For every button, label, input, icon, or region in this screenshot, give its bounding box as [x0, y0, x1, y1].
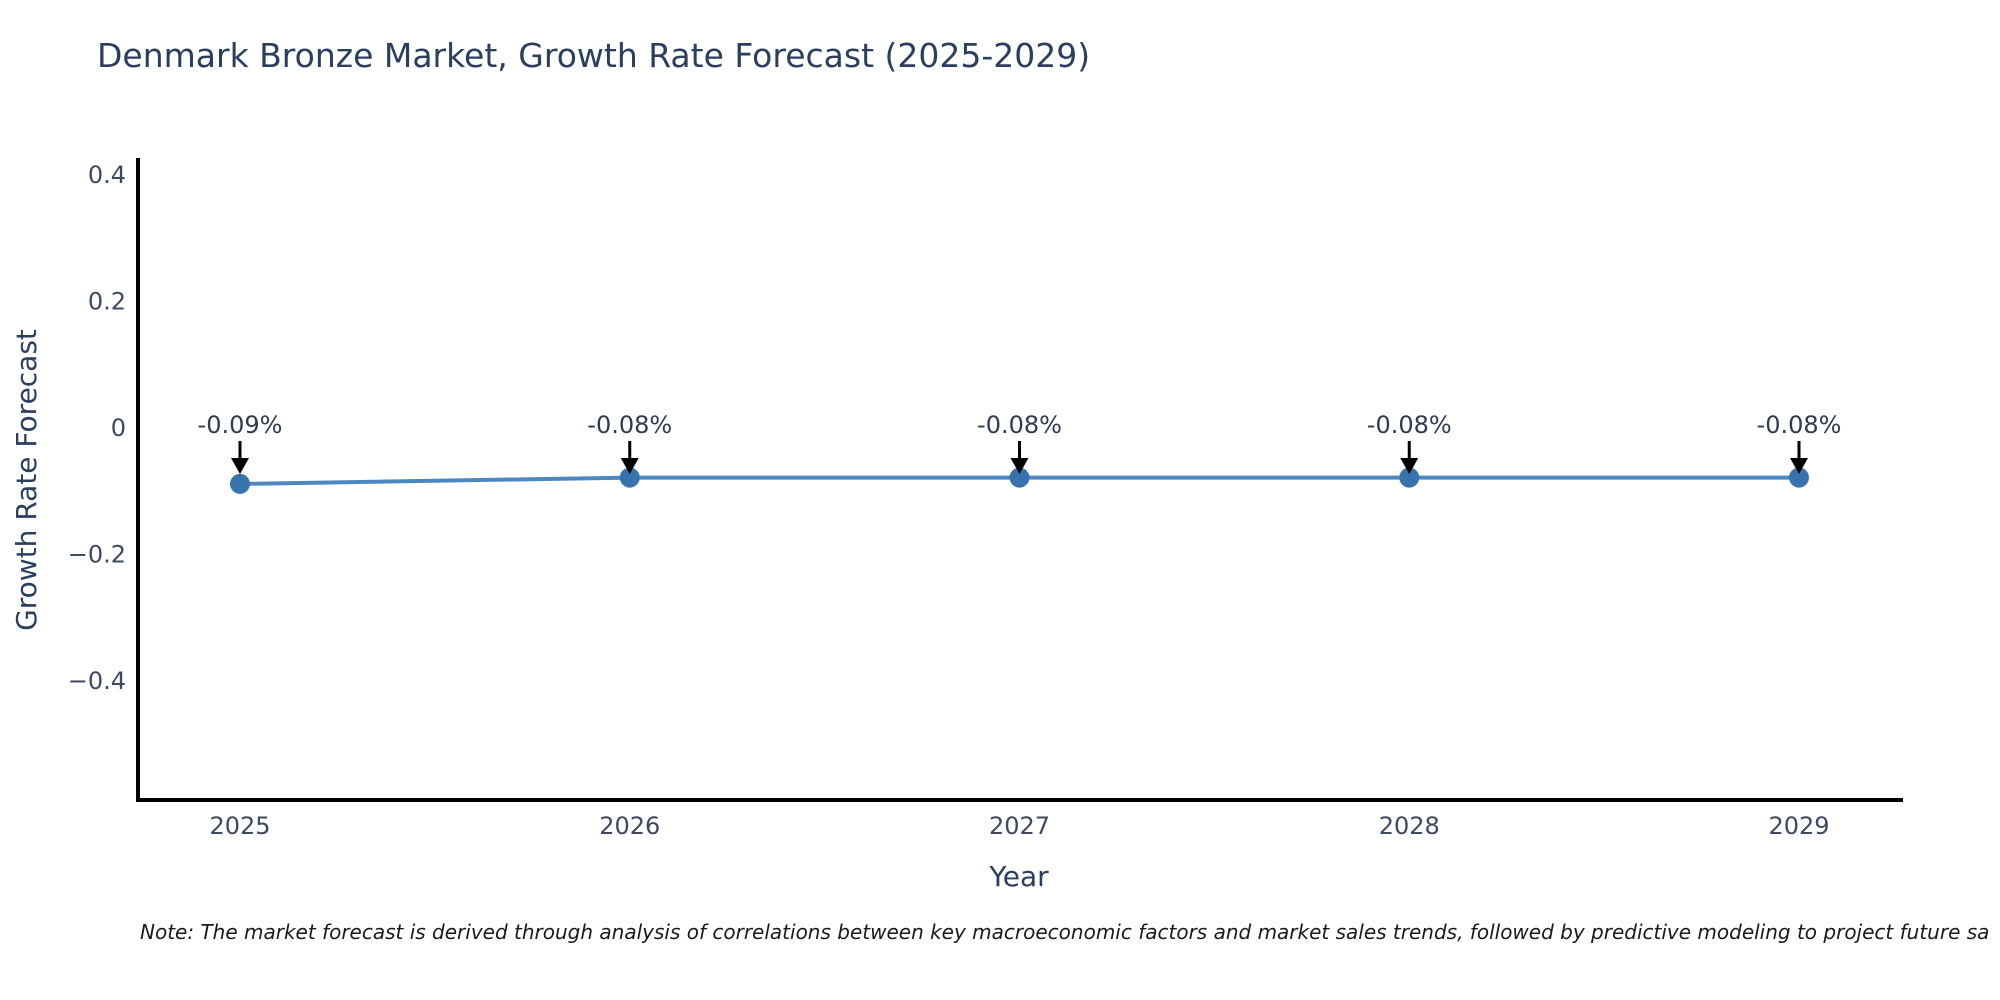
- annotation-label: -0.08%: [977, 411, 1062, 439]
- y-tick-label: −0.2: [68, 541, 126, 569]
- footnote: Note: The market forecast is derived thr…: [140, 920, 1990, 944]
- x-tick-label: 2026: [599, 812, 660, 840]
- y-axis-title: Growth Rate Forecast: [10, 329, 43, 631]
- data-point-marker: [230, 473, 250, 494]
- data-point-marker: [1009, 467, 1030, 488]
- y-tick-label: 0.4: [88, 161, 126, 189]
- data-point-marker: [619, 467, 640, 488]
- x-axis-title: Year: [988, 860, 1049, 893]
- annotation-label: -0.08%: [1367, 411, 1452, 439]
- annotation-arrow-head: [1790, 458, 1808, 474]
- y-tick-label: 0.2: [88, 288, 126, 316]
- y-tick-label: −0.4: [68, 667, 126, 695]
- data-point-marker: [1399, 467, 1420, 488]
- x-tick-label: 2028: [1379, 812, 1440, 840]
- y-tick-label: 0: [111, 414, 126, 442]
- chart-title: Denmark Bronze Market, Growth Rate Forec…: [97, 36, 1091, 75]
- annotation-label: -0.08%: [1757, 411, 1842, 439]
- x-tick-label: 2029: [1768, 812, 1829, 840]
- x-tick-label: 2027: [989, 812, 1050, 840]
- annotation-label: -0.09%: [198, 411, 283, 439]
- annotation-arrow-head: [1400, 458, 1419, 474]
- annotation-label: -0.08%: [587, 411, 672, 439]
- annotation-arrow-head: [1010, 458, 1029, 474]
- data-point-marker: [1789, 467, 1809, 488]
- annotation-arrow-head: [620, 458, 639, 474]
- annotation-arrow-head: [231, 458, 249, 474]
- x-tick-label: 2025: [209, 812, 270, 840]
